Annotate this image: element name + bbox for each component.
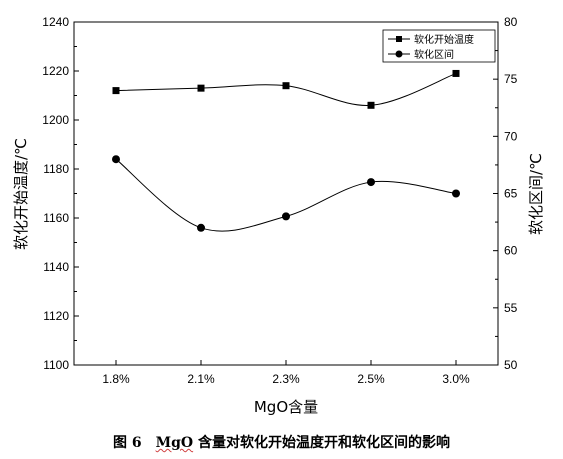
- y-left-tick-label: 1200: [42, 113, 69, 127]
- y-right-tick-label: 60: [504, 244, 518, 258]
- data-point-square: [282, 82, 290, 90]
- caption-text: 含量对软化开始温度开和软化区间的影响: [193, 435, 450, 451]
- data-point-square: [112, 87, 120, 95]
- legend-square-marker: [396, 36, 402, 42]
- y-left-tick-label: 1140: [43, 260, 69, 274]
- legend-box: [382, 29, 496, 63]
- data-point-circle: [197, 223, 205, 232]
- data-point-square: [452, 69, 460, 77]
- data-point-circle: [367, 178, 375, 187]
- y-right-tick-label: 65: [504, 187, 518, 201]
- data-point-square: [197, 84, 205, 92]
- y-right-tick-label: 80: [504, 15, 518, 29]
- y-left-axis-title: 软化开始温度/℃: [12, 138, 30, 250]
- y-left-tick-label: 1120: [43, 309, 69, 323]
- chart: 1100 1120 1140 1160 1180 1200 1220 1240 50 55 60 6…: [12, 15, 545, 416]
- y-right-tick-label: 70: [504, 129, 518, 143]
- plot-frame: [73, 21, 499, 366]
- legend: 软化开始温度 软化区间: [382, 29, 496, 63]
- y-left-tick-label: 1100: [43, 358, 69, 372]
- caption-figure-label: 图 6: [113, 435, 142, 451]
- data-point-circle: [112, 155, 120, 164]
- data-point-circle: [452, 189, 460, 198]
- data-point-circle: [282, 212, 290, 221]
- x-tick-label: 3.0%: [442, 372, 470, 386]
- x-tick-label: 2.5%: [357, 372, 385, 386]
- y-left-tick-label: 1240: [42, 15, 69, 29]
- x-axis-title: MgO含量: [254, 398, 318, 416]
- y-right-axis-title: 软化区间/℃: [527, 153, 545, 235]
- left-axis: 1100 1120 1140 1160 1180 1200 1220 1240: [42, 15, 79, 372]
- y-left-tick-label: 1220: [42, 64, 69, 78]
- y-right-tick-label: 75: [504, 72, 518, 86]
- series-layer: [112, 69, 460, 232]
- figure-caption: 图 6 MgO 含量对软化开始温度开和软化区间的影响: [0, 432, 563, 452]
- right-axis: 50 55 60 65 70 75 80: [493, 15, 518, 372]
- legend-circle-marker: [395, 50, 403, 58]
- caption-mgo: MgO: [155, 435, 194, 451]
- x-tick-label: 2.3%: [272, 372, 300, 386]
- y-right-tick-label: 50: [504, 358, 518, 372]
- data-point-square: [367, 101, 375, 109]
- y-left-tick-label: 1160: [43, 211, 69, 225]
- series-line-0: [115, 72, 457, 106]
- x-axis: 1.8% 2.1% 2.3% 2.5% 3.0%: [102, 360, 470, 386]
- x-tick-label: 1.8%: [102, 372, 130, 386]
- x-tick-label: 2.1%: [187, 372, 215, 386]
- y-left-tick-label: 1180: [43, 162, 69, 176]
- y-right-tick-label: 55: [504, 301, 518, 315]
- legend-label-softening-range: 软化区间: [414, 48, 454, 61]
- legend-label-softening-start: 软化开始温度: [414, 33, 474, 46]
